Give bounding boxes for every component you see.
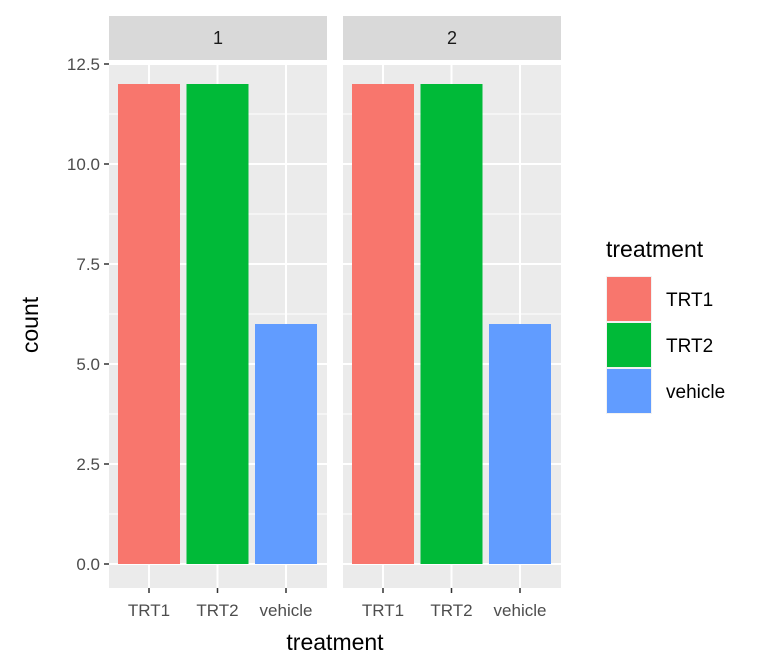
legend-label: TRT1 <box>666 290 713 311</box>
bar-TRT2 <box>186 84 249 564</box>
facet-panel-2: 2 TRT1 TRT2 vehicle <box>343 16 561 620</box>
x-tick-label: TRT2 <box>196 601 238 620</box>
x-tick-label: TRT1 <box>362 601 404 620</box>
legend-label: TRT2 <box>666 336 713 357</box>
bar-TRT1 <box>352 84 414 564</box>
x-tick-label: TRT1 <box>128 601 170 620</box>
bar-vehicle <box>489 324 551 564</box>
bar-TRT2 <box>420 84 483 564</box>
legend-key-TRT1 <box>607 277 651 321</box>
y-axis: 0.0 2.5 5.0 7.5 10.0 12.5 <box>67 55 109 574</box>
y-tick-label: 0.0 <box>76 555 100 574</box>
facet-strip-label: 1 <box>213 28 223 48</box>
x-tick-label: vehicle <box>260 601 313 620</box>
legend-key-vehicle <box>607 369 651 413</box>
legend: treatment TRT1 TRT2 vehicle <box>606 236 725 414</box>
facet-strip-label: 2 <box>447 28 457 48</box>
legend-label: vehicle <box>666 382 725 403</box>
bar-vehicle <box>255 324 317 564</box>
bar-TRT1 <box>118 84 180 564</box>
facet-panel-1: 1 TRT1 TRT2 vehicle <box>109 16 327 620</box>
y-tick-label: 7.5 <box>76 255 100 274</box>
legend-title: treatment <box>606 236 704 262</box>
y-tick-label: 12.5 <box>67 55 100 74</box>
facet-strip-background <box>343 16 561 60</box>
y-tick-label: 2.5 <box>76 455 100 474</box>
x-axis-title: treatment <box>286 629 384 655</box>
legend-key-TRT2 <box>607 323 651 367</box>
facet-strip-background <box>109 16 327 60</box>
y-axis-title: count <box>17 296 43 353</box>
y-tick-label: 5.0 <box>76 355 100 374</box>
facet-panels: 1 TRT1 TRT2 vehicle 2 TRT1 TRT2 vehicle <box>109 16 561 620</box>
x-tick-label: vehicle <box>494 601 547 620</box>
x-tick-label: TRT2 <box>430 601 472 620</box>
y-tick-label: 10.0 <box>67 155 100 174</box>
